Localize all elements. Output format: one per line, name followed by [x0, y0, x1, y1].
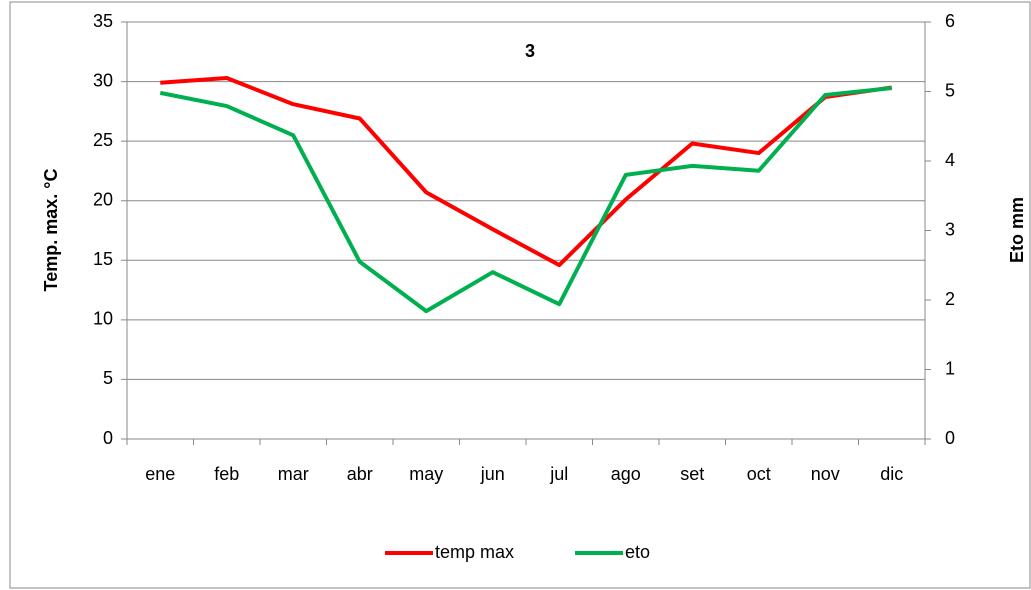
y2-tick-label: 6	[945, 11, 955, 31]
chart-frame	[9, 1, 1031, 589]
y-tick-label: 25	[93, 130, 113, 150]
x-tick-label: ago	[611, 464, 641, 484]
legend-label: eto	[625, 542, 650, 562]
x-tick-label: abr	[347, 464, 373, 484]
y2-tick-label: 0	[945, 428, 955, 448]
x-tick-label: may	[409, 464, 443, 484]
series-line	[159, 86, 892, 314]
x-tick-label: jun	[480, 464, 505, 484]
y2-axis-label: Eto mm	[1007, 197, 1027, 263]
y2-tick-label: 3	[945, 219, 955, 239]
y-tick-label: 30	[93, 70, 113, 90]
y2-tick-label: 1	[945, 358, 955, 378]
y-tick-label: 10	[93, 309, 113, 329]
y-axis-label: Temp. max. °C	[41, 169, 61, 292]
x-tick-label: ene	[145, 464, 175, 484]
x-tick-label: feb	[214, 464, 239, 484]
x-tick-label: mar	[278, 464, 309, 484]
y-tick-label: 5	[103, 368, 113, 388]
x-tick-label: nov	[811, 464, 840, 484]
y2-tick-label: 4	[945, 150, 955, 170]
x-tick-label: jul	[549, 464, 568, 484]
series-line	[160, 75, 893, 268]
x-tick-label: oct	[747, 464, 771, 484]
x-tick-label: set	[680, 464, 704, 484]
y-tick-label: 15	[93, 249, 113, 269]
y2-tick-label: 2	[945, 289, 955, 309]
chart-title: 3	[525, 41, 535, 61]
y-tick-label: 0	[103, 428, 113, 448]
y2-tick-label: 5	[945, 80, 955, 100]
y-tick-label: 35	[93, 11, 113, 31]
legend-label: temp max	[435, 542, 514, 562]
y-tick-label: 20	[93, 189, 113, 209]
x-tick-label: dic	[880, 464, 903, 484]
